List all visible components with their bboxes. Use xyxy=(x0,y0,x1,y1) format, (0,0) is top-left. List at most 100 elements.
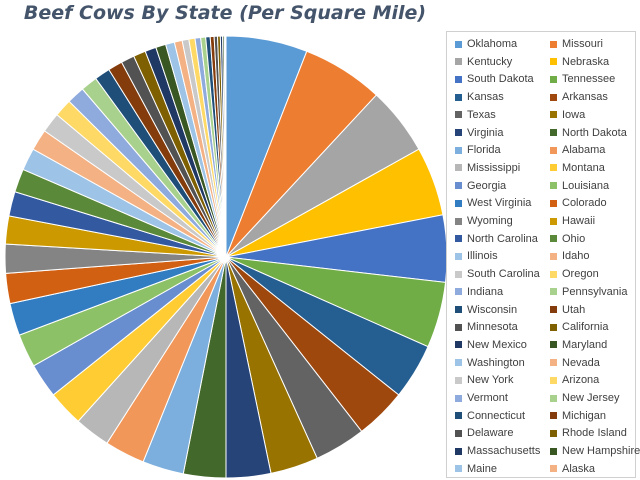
legend-item: North Carolina xyxy=(455,231,538,247)
legend-label: Wisconsin xyxy=(467,303,518,316)
legend-label: Vermont xyxy=(467,392,508,404)
legend-swatch xyxy=(455,58,462,66)
legend-swatch xyxy=(550,235,557,243)
legend-swatch xyxy=(455,394,462,402)
legend-item: Florida xyxy=(455,142,501,158)
legend-item: Nevada xyxy=(550,355,600,371)
legend-swatch xyxy=(550,217,557,225)
legend-item: Arizona xyxy=(550,372,599,388)
legend-swatch xyxy=(550,252,557,260)
legend-label: New Jersey xyxy=(562,392,620,404)
legend-item: Minnesota xyxy=(455,319,518,335)
legend-item: Illinois xyxy=(455,248,498,264)
legend-item: Georgia xyxy=(455,178,506,194)
legend-label: Indiana xyxy=(467,285,504,298)
legend-item: Vermont xyxy=(455,390,508,406)
legend-item: Iowa xyxy=(550,107,585,123)
legend-item: Michigan xyxy=(550,408,606,424)
legend-item: Utah xyxy=(550,302,585,318)
legend-item: Montana xyxy=(550,160,605,176)
legend-item: Rhode Island xyxy=(550,425,627,441)
legend-swatch xyxy=(550,376,557,384)
legend-swatch xyxy=(455,182,462,190)
legend-label: Utah xyxy=(562,303,586,316)
legend-swatch xyxy=(550,429,557,437)
legend-item: Alabama xyxy=(550,142,605,158)
legend-item: Ohio xyxy=(550,231,585,247)
legend-label: Delaware xyxy=(467,427,514,440)
legend-label: Tennessee xyxy=(562,73,616,86)
legend-label: Rhode Island xyxy=(562,427,627,440)
legend-item: Idaho xyxy=(550,248,590,264)
legend-swatch xyxy=(550,465,557,473)
legend-item: New Jersey xyxy=(550,390,619,406)
legend-label: New York xyxy=(467,374,514,387)
legend-label: New Mexico xyxy=(467,338,527,351)
legend-label: Mississippi xyxy=(467,161,521,174)
legend-swatch xyxy=(550,93,557,101)
legend-item: Wisconsin xyxy=(455,302,517,318)
legend-swatch xyxy=(455,40,462,48)
legend-swatch xyxy=(550,447,557,455)
legend-swatch xyxy=(455,359,462,367)
legend-label: Connecticut xyxy=(467,409,526,422)
legend-label: Massachusetts xyxy=(467,445,541,458)
legend-label: Missouri xyxy=(562,38,603,50)
legend-item: Indiana xyxy=(455,284,503,300)
legend-item: South Dakota xyxy=(455,71,534,87)
legend-swatch xyxy=(550,111,557,119)
legend-label: Oklahoma xyxy=(467,38,518,50)
legend-swatch xyxy=(550,341,557,349)
legend-swatch xyxy=(550,129,557,136)
legend-swatch xyxy=(455,217,462,225)
legend-item: Kansas xyxy=(455,89,504,105)
legend-swatch xyxy=(550,412,557,420)
legend-swatch xyxy=(455,412,462,420)
legend-swatch xyxy=(550,182,557,190)
legend-item: New York xyxy=(455,372,513,388)
legend-swatch xyxy=(455,341,462,349)
legend-label: Texas xyxy=(467,108,496,121)
legend-label: Florida xyxy=(467,144,501,157)
legend-label: California xyxy=(562,321,609,334)
legend-swatch xyxy=(455,429,462,437)
legend-label: South Carolina xyxy=(467,268,540,281)
legend-item: Colorado xyxy=(550,195,607,211)
legend-swatch xyxy=(550,146,557,154)
legend-item: Pennsylvania xyxy=(550,284,627,300)
legend-item: Massachusetts xyxy=(455,443,540,459)
legend-swatch xyxy=(455,288,462,296)
legend-item: Connecticut xyxy=(455,408,525,424)
legend-item: Virginia xyxy=(455,125,504,141)
legend-item: New Mexico xyxy=(455,337,527,353)
chart-title: Beef Cows By State (Per Square Mile) xyxy=(23,2,427,24)
legend-swatch xyxy=(550,58,557,66)
legend-label: Alabama xyxy=(562,144,606,157)
legend-item: Arkansas xyxy=(550,89,608,105)
legend-label: Nebraska xyxy=(562,55,610,68)
legend-item: Wyoming xyxy=(455,213,513,229)
legend-swatch xyxy=(455,93,462,101)
legend-item: New Hampshire xyxy=(550,443,640,459)
legend-swatch xyxy=(455,306,462,313)
legend-swatch xyxy=(455,447,462,455)
legend-label: Ohio xyxy=(562,232,586,245)
legend-item: Kentucky xyxy=(455,54,512,70)
legend-item: North Dakota xyxy=(550,125,627,141)
legend-swatch xyxy=(455,129,462,136)
legend-label: Hawaii xyxy=(562,215,596,227)
legend-swatch xyxy=(550,306,557,313)
legend-item: Texas xyxy=(455,107,496,123)
legend-label: Colorado xyxy=(562,197,607,210)
legend-item: Maine xyxy=(455,461,497,477)
legend-swatch xyxy=(550,270,557,278)
legend-label: Wyoming xyxy=(467,215,513,227)
legend-item: Hawaii xyxy=(550,213,595,229)
legend-label: Montana xyxy=(562,161,605,174)
legend-item: Louisiana xyxy=(550,178,609,194)
legend-swatch xyxy=(550,359,557,367)
legend-item: South Carolina xyxy=(455,266,540,282)
legend-swatch xyxy=(550,323,557,331)
legend-swatch xyxy=(550,164,557,172)
legend-label: South Dakota xyxy=(467,73,534,86)
